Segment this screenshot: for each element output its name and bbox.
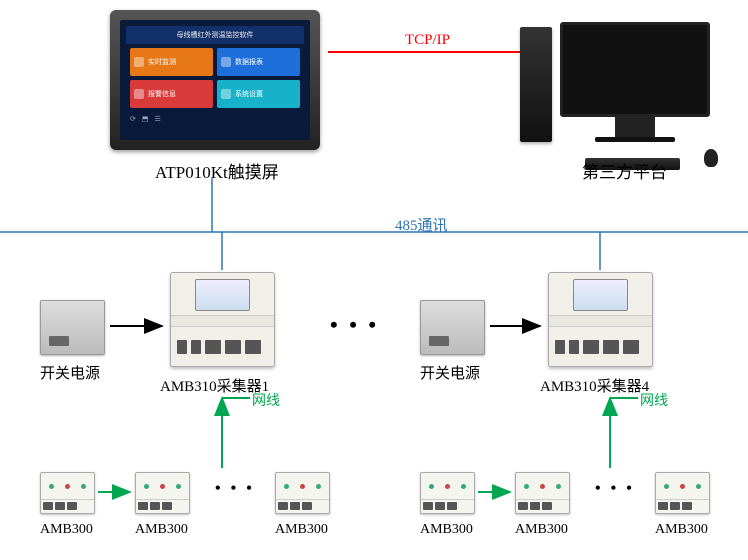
psu1-device — [40, 300, 105, 355]
pc-device — [560, 22, 710, 142]
touchscreen-device: 母线槽红外测温监控软件 实时监测数据报表报警信息系统设置 ⟳⬒☰ — [110, 10, 320, 150]
amb300-label: AMB300 — [40, 522, 93, 538]
collector1-device — [170, 272, 275, 367]
amb300-label: AMB300 — [515, 522, 568, 538]
psu1-label: 开关电源 — [40, 362, 100, 383]
amb300-device — [275, 472, 330, 514]
amb-ellipsis1: • • • — [215, 480, 255, 498]
touchscreen-label: ATP010Kt触摸屏 — [155, 158, 279, 183]
eth-label2: 网线 — [640, 390, 668, 410]
group-ellipsis: • • • — [330, 312, 379, 338]
platform-label: 第三方平台 — [582, 158, 667, 183]
touchscreen-tile: 实时监测 — [130, 48, 213, 76]
amb300-label: AMB300 — [135, 522, 188, 538]
psu2-device — [420, 300, 485, 355]
collector4-device — [548, 272, 653, 367]
amb300-device — [655, 472, 710, 514]
touchscreen-header: 母线槽红外测温监控软件 — [126, 26, 304, 44]
tcp-label: TCP/IP — [405, 32, 450, 49]
amb300-label: AMB300 — [655, 522, 708, 538]
touchscreen-tile: 数据报表 — [217, 48, 300, 76]
touchscreen-tile: 系统设置 — [217, 80, 300, 108]
amb300-label: AMB300 — [420, 522, 473, 538]
amb300-device — [420, 472, 475, 514]
psu2-label: 开关电源 — [420, 362, 480, 383]
amb300-device — [515, 472, 570, 514]
amb300-device — [135, 472, 190, 514]
amb300-device — [40, 472, 95, 514]
touchscreen-tile: 报警信息 — [130, 80, 213, 108]
amb-ellipsis2: • • • — [595, 480, 635, 498]
bus-label: 485通讯 — [395, 214, 448, 235]
eth-label1: 网线 — [252, 390, 280, 410]
collector4-label: AMB310采集器4 — [540, 375, 649, 396]
amb300-label: AMB300 — [275, 522, 328, 538]
